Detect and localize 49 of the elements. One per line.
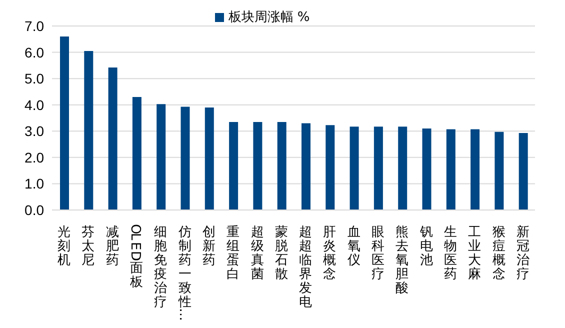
x-tick-label: 生物医药 — [444, 225, 457, 282]
x-tick-label: 肝炎概念 — [323, 225, 336, 282]
x-tick-label: 蒙脱石散 — [274, 225, 288, 282]
bar — [494, 132, 504, 210]
bar — [398, 126, 408, 210]
x-tick-label: 减肥药 — [106, 225, 119, 268]
bar — [350, 126, 359, 210]
x-tick-label: 超超临界发电 — [299, 225, 312, 310]
y-tick-label: 6.0 — [24, 44, 44, 60]
x-tick-label: 芬太尼 — [82, 225, 95, 268]
x-tick-label: 超级真菌 — [250, 225, 264, 282]
bar — [156, 104, 166, 210]
y-tick-label: 0.0 — [24, 202, 44, 218]
x-tick-label: 重组蛋白 — [226, 225, 240, 282]
bar — [326, 125, 335, 210]
y-tick-label: 3.0 — [24, 123, 44, 140]
x-tick-label: 仿制药一致性… — [176, 225, 192, 321]
x-tick-label: 细胞免疫治疗 — [154, 225, 168, 310]
x-tick-label: 工业大麻 — [468, 225, 482, 282]
bar — [518, 132, 528, 210]
bar — [108, 68, 118, 210]
bar — [180, 106, 190, 210]
bar — [470, 129, 480, 210]
bar — [422, 128, 432, 210]
x-tick-label: OLED面板 — [128, 224, 144, 290]
bar — [253, 122, 262, 210]
y-tick-label: 1.0 — [24, 176, 44, 192]
x-tick-label: 新冠治疗 — [516, 225, 530, 282]
bar — [60, 36, 69, 210]
x-tick-label: 血氧仪 — [347, 225, 360, 268]
bar — [446, 129, 456, 210]
x-tick-label: 钒电池 — [418, 225, 433, 268]
y-tick-label: 5.0 — [24, 70, 44, 87]
x-tick-label: 猴痘概念 — [492, 225, 506, 282]
legend-label: 板块周涨幅 % — [228, 10, 310, 25]
x-tick-label: 光刻机 — [58, 225, 71, 268]
y-tick-label: 7.0 — [24, 18, 44, 34]
x-tick-label: 熊去氧胆酸 — [396, 225, 409, 296]
bar — [277, 122, 286, 210]
bar — [302, 123, 310, 210]
bar — [84, 50, 94, 210]
y-tick-label: 2.0 — [24, 149, 44, 166]
bar — [229, 122, 238, 210]
bar — [132, 96, 142, 210]
x-tick-label: 眼科医疗 — [372, 225, 385, 282]
bar — [374, 126, 383, 210]
y-tick-label: 4.0 — [24, 96, 44, 113]
bar — [204, 107, 214, 210]
x-tick-label: 创新药 — [202, 225, 216, 268]
